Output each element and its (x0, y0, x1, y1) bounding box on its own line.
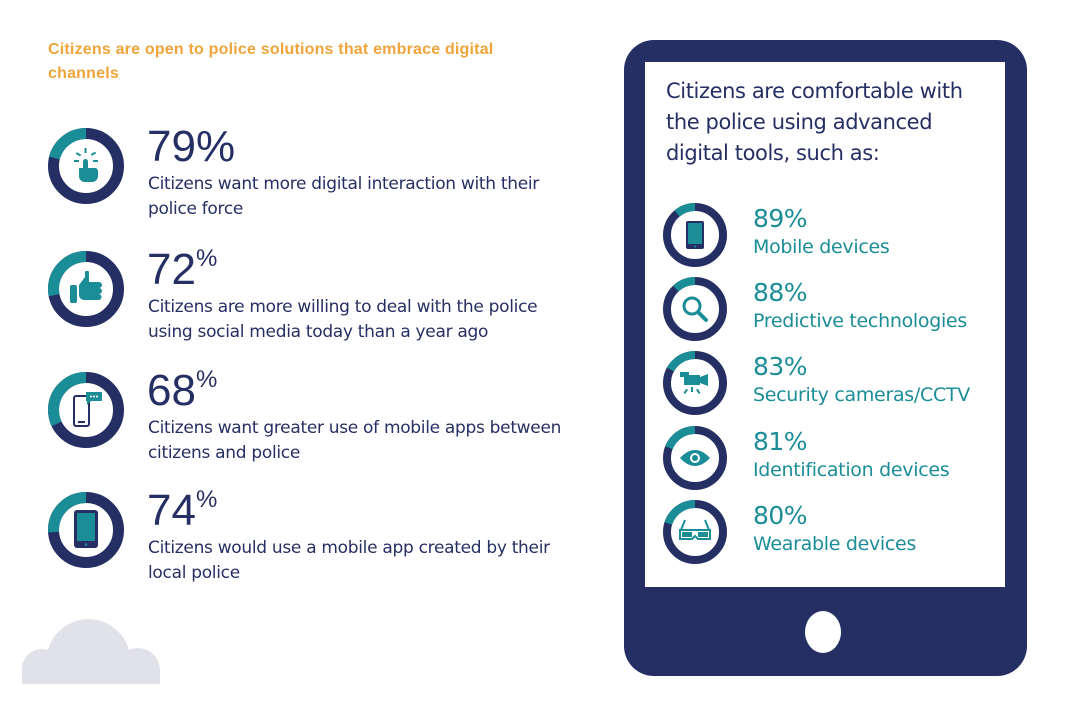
stat-description: Citizens would use a mobile app created … (148, 538, 550, 583)
stat-percentage: 74% (147, 486, 218, 535)
donut-chart-79 (48, 128, 124, 204)
stat-percentage: 72% (147, 245, 218, 294)
stat-percentage: 79% (147, 122, 236, 171)
tool-label: Security cameras/CCTV (753, 384, 970, 406)
tool-percentage: 89% (753, 204, 808, 233)
tablet-title: Citizens are comfortable with the police… (666, 79, 963, 165)
donut-chart-80 (663, 500, 727, 564)
tool-label: Wearable devices (753, 533, 917, 555)
cloud-decoration (22, 619, 160, 684)
tool-label: Mobile devices (753, 236, 890, 258)
magnifier-icon (682, 296, 708, 322)
tool-item: 89% Mobile devices (663, 203, 1003, 273)
tool-label: Identification devices (753, 459, 950, 481)
stat-item: 68% Citizens want greater use of mobile … (48, 366, 568, 482)
stat-item: 72% Citizens are more willing to deal wi… (48, 245, 568, 361)
tool-item: 83% Security cameras/CCTV (663, 351, 1003, 421)
tool-percentage: 81% (753, 427, 808, 456)
stat-item: 74% Citizens would use a mobile app crea… (48, 486, 568, 602)
tool-label: Predictive technologies (753, 310, 967, 332)
tablet-illustration: Citizens are comfortable with the police… (624, 40, 1027, 676)
stat-description: Citizens want more digital interaction w… (148, 174, 539, 219)
tablet-icon (686, 221, 704, 249)
glasses-icon (679, 519, 711, 540)
section-headline: Citizens are open to police solutions th… (48, 41, 494, 82)
donut-chart-72 (48, 251, 124, 327)
stat-percentage: 68% (147, 366, 218, 415)
donut-chart-74 (48, 492, 124, 568)
tool-item: 81% Identification devices (663, 426, 1003, 496)
donut-chart-89 (663, 203, 727, 267)
stat-description: Citizens are more willing to deal with t… (148, 297, 538, 342)
tap-finger-icon (74, 148, 98, 182)
camera-icon (680, 372, 708, 395)
tablet-screen: Citizens are comfortable with the police… (645, 62, 1005, 587)
tool-item: 88% Predictive technologies (663, 277, 1003, 347)
tablet-icon (74, 510, 98, 548)
donut-chart-83 (663, 351, 727, 415)
tool-percentage: 83% (753, 352, 808, 381)
thumbs-up-icon (70, 271, 102, 303)
stat-item: 79% Citizens want more digital interacti… (48, 122, 568, 238)
donut-chart-88 (663, 277, 727, 341)
phone-chat-icon (73, 392, 102, 427)
tool-percentage: 88% (753, 278, 808, 307)
donut-chart-81 (663, 426, 727, 490)
stat-description: Citizens want greater use of mobile apps… (148, 418, 562, 463)
donut-chart-68 (48, 372, 124, 448)
tool-percentage: 80% (753, 501, 808, 530)
tablet-home-button (805, 611, 841, 653)
eye-icon (680, 450, 710, 466)
tool-item: 80% Wearable devices (663, 500, 1003, 570)
